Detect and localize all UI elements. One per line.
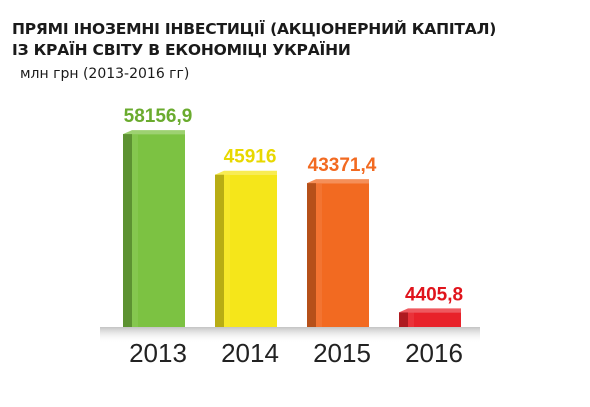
x-tick-2016: 2016 xyxy=(405,338,463,368)
bar-2015 xyxy=(307,179,369,327)
x-tick-2013: 2013 xyxy=(129,338,187,368)
bar-2013 xyxy=(123,130,185,327)
x-tick-2014: 2014 xyxy=(221,338,279,368)
value-label-2015: 43371,4 xyxy=(308,155,377,176)
chart-subtitle: млн грн (2013-2016 гг) xyxy=(20,66,190,82)
chart-title-line-1: ПРЯМІ ІНОЗЕМНІ ІНВЕСТИЦІЇ (АКЦІОНЕРНИЙ К… xyxy=(12,20,497,38)
value-label-2014: 45916 xyxy=(224,147,277,168)
bar-2014 xyxy=(215,170,277,327)
floor-shadow xyxy=(100,327,480,343)
value-label-2016: 4405,8 xyxy=(405,284,463,305)
value-label-2013: 58156,9 xyxy=(124,106,193,127)
bar-2016 xyxy=(399,308,461,327)
chart-title-line-2: ІЗ КРАЇН СВІТУ В ЕКОНОМІЦІ УКРАЇНИ xyxy=(12,41,351,59)
x-tick-2015: 2015 xyxy=(313,338,371,368)
